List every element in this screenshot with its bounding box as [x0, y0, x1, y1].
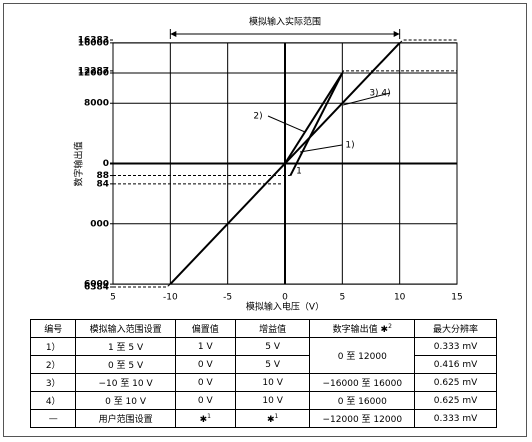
y-tick-label: 12287 [78, 66, 109, 76]
annotation: 1 [296, 167, 302, 177]
table-cell: 用户范围设置 [75, 409, 176, 428]
annotation: 1) [345, 141, 354, 151]
y-tick-label: 16383 [78, 36, 109, 46]
table-cell: 10 V [234, 373, 311, 392]
x-tick-label: 15 [451, 293, 462, 303]
table-cell: 0.625 mV [414, 391, 497, 410]
cell-text: ✱ [266, 414, 275, 425]
table-cell: 0 V [174, 355, 236, 374]
x-axis-label: 模拟输入电压（V） [246, 301, 324, 313]
table-cell: 0 至 16000 [309, 391, 416, 410]
table-cell: — [29, 409, 77, 428]
table-cell: 0.333 mV [414, 337, 497, 356]
table-cell: ✱1 [234, 409, 311, 428]
table-cell: 0 至 5 V [75, 355, 176, 374]
table-cell: 0 至 12000 [309, 337, 416, 374]
cell-text: ✱ [199, 414, 208, 425]
table-cell: 1 V [174, 337, 236, 356]
x-tick-label: 5 [110, 293, 116, 303]
table-cell: 0.416 mV [414, 355, 497, 374]
table-cell: ✱1 [174, 409, 236, 428]
table-cell: −12000 至 12000 [309, 409, 416, 428]
footnote-mark: 2 [388, 323, 392, 330]
y-tick-label: 84 [96, 179, 109, 189]
x-tick-label: -5 [223, 293, 232, 303]
y-tick-label: 16000 [78, 38, 109, 48]
table-cell: 数字输出值 ✱2 [309, 319, 416, 338]
table-cell: 5 V [234, 355, 311, 374]
series-line [113, 283, 171, 288]
y-tick-label: 88 [96, 171, 109, 181]
y-tick-label: 6000 [84, 280, 109, 290]
series-line [284, 72, 344, 165]
table-cell: 增益值 [234, 319, 311, 338]
table-cell: 最大分辨率 [414, 319, 497, 338]
table-cell: 0 V [174, 391, 236, 410]
leader-line [342, 92, 391, 106]
table-cell: 0 V [174, 373, 236, 392]
footnote-mark: 1 [207, 412, 211, 420]
table-cell: 10 V [234, 391, 311, 410]
table-cell: 0 至 10 V [75, 391, 176, 410]
table-cell: 1） [29, 337, 77, 356]
header-row: 编号 模拟输入范围设置 偏置值 增益值 数字输出值 ✱2 最大分辨率 [29, 319, 497, 338]
y-tick-label: 12000 [78, 69, 109, 79]
cell-text: 数字输出值 ✱ [332, 325, 389, 335]
leader-line [267, 115, 306, 133]
table-cell: −16000 至 16000 [309, 373, 416, 392]
annotation: 3) 4) [369, 89, 390, 99]
table-cell: 2） [29, 355, 77, 374]
table-cell: 3） [29, 373, 77, 392]
table-cell: 0.625 mV [414, 373, 497, 392]
table-cell: 0.333 mV [414, 409, 497, 428]
leader-line [299, 144, 343, 153]
y-tick-label: 6384 [84, 283, 109, 293]
table-cell: 模拟输入范围设置 [75, 319, 176, 338]
x-tick-label: -10 [163, 293, 178, 303]
table-cell: 5 V [234, 337, 311, 356]
y-tick-label: 8000 [84, 99, 109, 109]
y-tick-label: 000 [90, 219, 109, 229]
footnote-mark: 1 [274, 412, 279, 420]
x-tick-label: 0 [282, 293, 288, 303]
table-row: — 用户范围设置 ✱1 ✱1 −12000 至 12000 0.333 mV [29, 409, 497, 428]
series-line [341, 70, 457, 74]
chart-title: 模拟输入实际范围 [249, 16, 321, 28]
frame [3, 3, 527, 437]
table-cell: 编号 [29, 319, 77, 338]
series-line [399, 39, 457, 44]
annotation: 2) [253, 112, 262, 122]
table-cell: 4） [29, 391, 77, 410]
y-tick-label: 0 [103, 159, 109, 169]
y-axis-label: 数字输出值 [73, 141, 85, 186]
x-tick-label: 10 [394, 293, 406, 303]
table-cell: −10 至 10 V [75, 373, 176, 392]
series-line [289, 72, 344, 177]
x-tick-label: 5 [339, 293, 345, 303]
table-cell: 偏置值 [174, 319, 236, 338]
table-cell: 1 至 5 V [75, 337, 176, 356]
